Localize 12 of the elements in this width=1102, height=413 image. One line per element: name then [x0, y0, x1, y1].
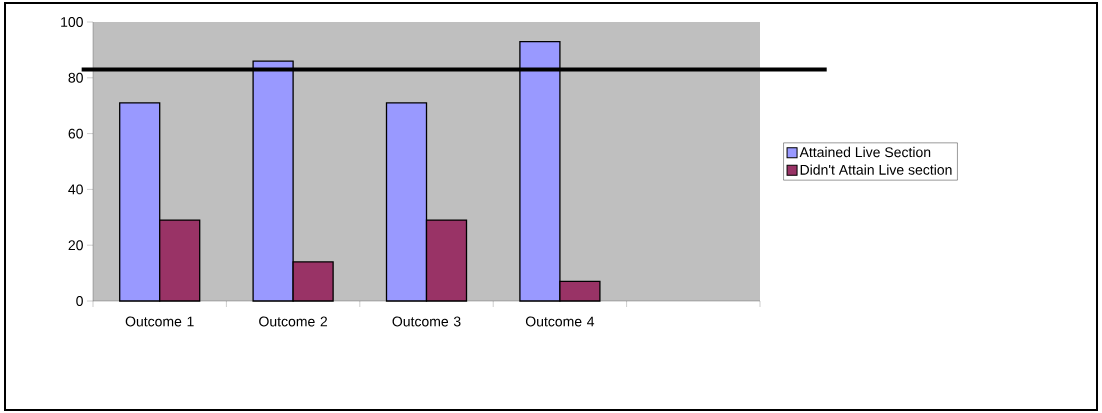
x-tick-label: Outcome 2	[259, 316, 328, 327]
legend-label: Didn't Attain Live section	[800, 164, 952, 175]
x-tick-label: Outcome 3	[392, 316, 461, 327]
legend-label: Attained Live Section	[799, 146, 931, 158]
y-tick-label: 0	[76, 296, 83, 306]
y-tick-label: 80	[68, 72, 83, 83]
y-tick-label: 40	[68, 184, 83, 195]
y-tick-label: 60	[68, 128, 83, 139]
x-tick-label: Outcome 1	[125, 316, 194, 327]
y-tick-label: 20	[68, 240, 83, 251]
y-tick-label: 100	[61, 17, 83, 27]
x-tick-label: Outcome 4	[525, 316, 595, 327]
